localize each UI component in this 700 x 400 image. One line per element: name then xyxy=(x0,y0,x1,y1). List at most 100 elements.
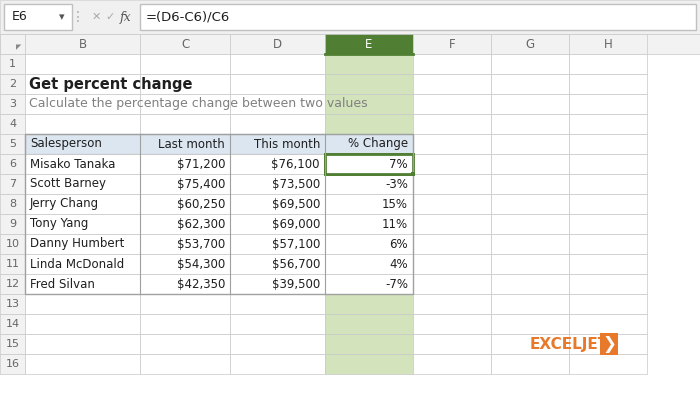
Bar xyxy=(569,234,647,254)
Text: $54,300: $54,300 xyxy=(176,258,225,270)
Bar xyxy=(491,34,569,54)
Bar xyxy=(140,254,230,274)
Bar xyxy=(0,74,25,94)
Bar xyxy=(325,254,413,274)
Bar xyxy=(569,74,647,94)
Bar xyxy=(140,34,230,54)
Bar xyxy=(230,94,325,114)
Text: 6: 6 xyxy=(9,159,16,169)
Text: Linda McDonald: Linda McDonald xyxy=(30,258,125,270)
Bar xyxy=(140,314,230,334)
Bar xyxy=(491,54,569,74)
Text: Misako Tanaka: Misako Tanaka xyxy=(30,158,116,170)
Bar xyxy=(230,74,325,94)
Text: 3: 3 xyxy=(9,99,16,109)
Bar xyxy=(230,174,325,194)
Bar xyxy=(413,234,491,254)
Bar xyxy=(569,194,647,214)
Bar xyxy=(140,54,230,74)
Bar xyxy=(569,174,647,194)
Bar xyxy=(325,234,413,254)
Text: $57,100: $57,100 xyxy=(272,238,320,250)
Bar xyxy=(230,134,325,154)
Bar xyxy=(491,334,569,354)
Text: G: G xyxy=(526,38,535,50)
Text: 4%: 4% xyxy=(389,258,408,270)
Text: 16: 16 xyxy=(6,359,20,369)
Bar xyxy=(491,154,569,174)
Bar xyxy=(325,354,413,374)
Text: F: F xyxy=(449,38,455,50)
Text: fx: fx xyxy=(120,10,132,24)
Bar xyxy=(140,154,230,174)
Bar xyxy=(25,274,413,294)
Bar xyxy=(0,54,25,74)
Bar xyxy=(0,94,25,114)
Bar xyxy=(413,134,491,154)
Text: 9: 9 xyxy=(9,219,16,229)
Bar xyxy=(325,174,413,194)
Text: $76,100: $76,100 xyxy=(272,158,320,170)
Bar xyxy=(491,254,569,274)
Bar xyxy=(0,314,25,334)
Text: Jerry Chang: Jerry Chang xyxy=(30,198,99,210)
Text: =(D6-C6)/C6: =(D6-C6)/C6 xyxy=(146,10,230,24)
Bar xyxy=(230,354,325,374)
Bar xyxy=(25,174,413,194)
Bar xyxy=(25,154,140,174)
Text: $60,250: $60,250 xyxy=(176,198,225,210)
Bar xyxy=(25,154,413,174)
Text: ❯: ❯ xyxy=(602,335,616,353)
Bar xyxy=(230,194,325,214)
Bar xyxy=(413,194,491,214)
Text: $73,500: $73,500 xyxy=(272,178,320,190)
Bar xyxy=(325,94,413,114)
Text: H: H xyxy=(603,38,612,50)
Bar xyxy=(140,4,696,30)
Text: $39,500: $39,500 xyxy=(272,278,320,290)
Bar xyxy=(325,34,413,54)
Bar xyxy=(0,334,25,354)
Text: 12: 12 xyxy=(6,279,20,289)
Bar xyxy=(25,314,140,334)
Bar xyxy=(569,254,647,274)
Text: C: C xyxy=(181,38,189,50)
Bar xyxy=(413,214,491,234)
Bar xyxy=(491,214,569,234)
Bar xyxy=(230,314,325,334)
Text: $69,500: $69,500 xyxy=(272,198,320,210)
Bar xyxy=(25,194,413,214)
Bar xyxy=(413,334,491,354)
Bar xyxy=(25,214,140,234)
Bar xyxy=(413,114,491,134)
Text: ◤: ◤ xyxy=(16,44,22,50)
Bar xyxy=(325,194,413,214)
Bar xyxy=(25,54,140,74)
Bar xyxy=(569,134,647,154)
Bar xyxy=(413,94,491,114)
Bar xyxy=(413,254,491,274)
Text: E6: E6 xyxy=(12,10,28,24)
Bar xyxy=(25,34,140,54)
Bar xyxy=(25,94,140,114)
Bar xyxy=(569,114,647,134)
Bar xyxy=(491,274,569,294)
Bar xyxy=(569,354,647,374)
Text: B: B xyxy=(78,38,87,50)
Bar xyxy=(230,294,325,314)
Bar xyxy=(325,154,413,174)
Bar xyxy=(25,234,413,254)
Bar xyxy=(325,54,413,74)
Text: $53,700: $53,700 xyxy=(176,238,225,250)
Bar xyxy=(140,234,230,254)
Bar xyxy=(325,154,413,174)
Bar xyxy=(25,74,140,94)
Bar xyxy=(140,194,230,214)
Text: D: D xyxy=(273,38,282,50)
Bar xyxy=(491,174,569,194)
Bar xyxy=(0,34,700,54)
Text: ✓: ✓ xyxy=(105,12,115,22)
Bar xyxy=(0,294,25,314)
Bar xyxy=(0,154,25,174)
Bar xyxy=(0,114,25,134)
